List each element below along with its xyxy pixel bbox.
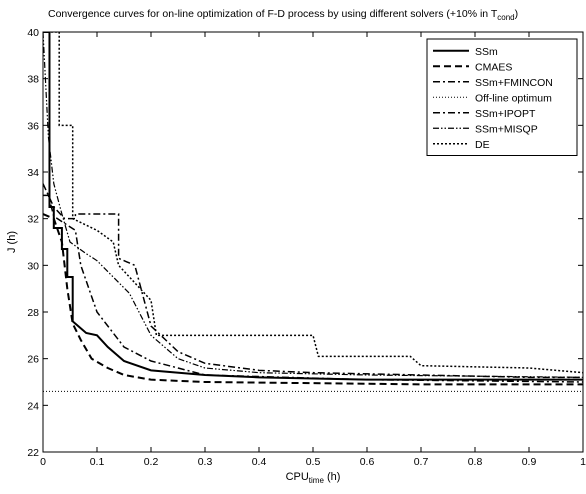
y-tick-label: 38 bbox=[27, 74, 39, 86]
series-lines bbox=[43, 32, 583, 392]
series-line-2 bbox=[43, 213, 583, 386]
x-tick-label: 0.7 bbox=[414, 456, 429, 468]
x-axis-title-main: CPU bbox=[286, 471, 309, 483]
x-tick-label: 0 bbox=[40, 456, 46, 468]
y-tick-label: 26 bbox=[27, 354, 39, 366]
y-tick-label: 40 bbox=[27, 27, 39, 39]
chart-title-main: Convergence curves for on-line optimizat… bbox=[48, 8, 498, 20]
x-tick-label: 0.4 bbox=[252, 456, 267, 468]
x-axis-title-unit: (h) bbox=[324, 471, 341, 483]
y-tick-label: 28 bbox=[27, 307, 39, 319]
x-tick-label: 0.9 bbox=[522, 456, 537, 468]
series-line-6 bbox=[43, 32, 583, 378]
series-line-3 bbox=[43, 194, 583, 383]
x-tick-label: 1 bbox=[580, 456, 586, 468]
plot-frame bbox=[42, 31, 584, 453]
legend-label: SSm+MISQP bbox=[475, 123, 538, 135]
x-axis-title: CPUtime (h) bbox=[286, 471, 341, 485]
y-tick-label: 36 bbox=[27, 120, 39, 132]
series-line-7 bbox=[43, 32, 583, 374]
legend: SSm CMAES SSm+FMINCON Off-line optimum SSm+I… bbox=[426, 38, 578, 156]
y-tick-label: 32 bbox=[27, 214, 39, 226]
x-tick-label: 0.6 bbox=[360, 456, 375, 468]
legend-label: SSm+FMINCON bbox=[475, 77, 553, 89]
x-tick-label: 0.8 bbox=[468, 456, 483, 468]
legend-label: DE bbox=[475, 139, 490, 151]
y-tick-label: 34 bbox=[27, 167, 39, 179]
x-tick-label: 0.3 bbox=[198, 456, 213, 468]
x-axis-title-subscript: time bbox=[309, 476, 325, 485]
legend-label: SSm bbox=[475, 46, 498, 58]
legend-label: SSm+IPOPT bbox=[475, 108, 536, 120]
x-tick-label: 0.2 bbox=[144, 456, 159, 468]
legend-label: Off-line optimum bbox=[475, 92, 552, 104]
axis-ticks: 0 0.1 0.2 0.3 0.4 0.5 0.6 0.7 0.8 0.9 1 22 24 26 28 30 3… bbox=[27, 27, 586, 468]
y-tick-label: 30 bbox=[27, 260, 39, 272]
y-tick-label: 22 bbox=[27, 447, 39, 459]
chart-title: Convergence curves for on-line optimizat… bbox=[48, 8, 518, 22]
y-tick-label: 24 bbox=[27, 400, 39, 412]
x-tick-label: 0.1 bbox=[90, 456, 105, 468]
y-axis-title: J (h) bbox=[6, 231, 18, 253]
legend-label: CMAES bbox=[475, 61, 512, 73]
chart-title-subscript: cond bbox=[497, 13, 514, 22]
x-tick-label: 0.5 bbox=[306, 456, 321, 468]
series-line-5 bbox=[43, 183, 583, 379]
